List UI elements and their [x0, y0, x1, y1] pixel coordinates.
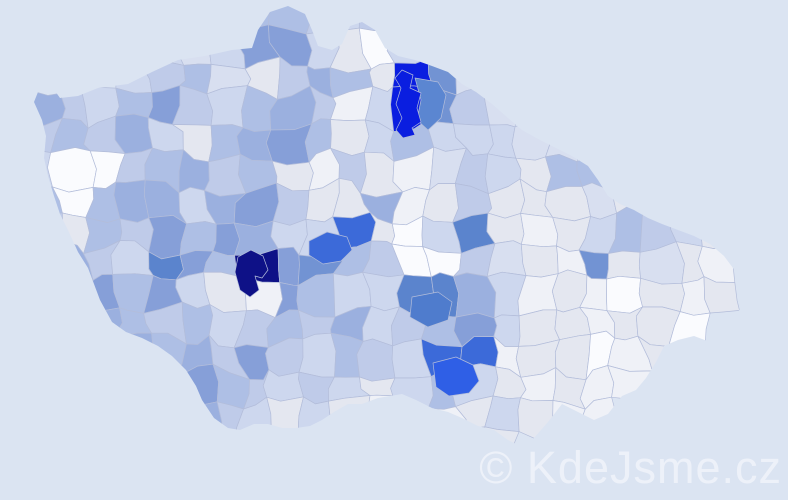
- region-medium-blue-north[interactable]: [414, 77, 447, 131]
- map-region[interactable]: [606, 275, 643, 314]
- map-region[interactable]: [298, 332, 337, 378]
- map-region[interactable]: [113, 179, 150, 223]
- map-region[interactable]: [520, 243, 559, 278]
- map-region[interactable]: [265, 123, 313, 166]
- map-region[interactable]: [520, 213, 559, 248]
- map-region[interactable]: [47, 147, 97, 193]
- map-region[interactable]: [606, 250, 641, 280]
- map-region[interactable]: [486, 212, 525, 245]
- region-bright-blue-north[interactable]: [394, 69, 422, 139]
- map-region[interactable]: [544, 186, 591, 222]
- map-region[interactable]: [206, 85, 248, 129]
- map-region[interactable]: [356, 338, 396, 382]
- region-steel-mid-south[interactable]: [409, 291, 453, 328]
- region-royal-south[interactable]: [432, 356, 480, 397]
- region-royal-center[interactable]: [308, 231, 353, 265]
- map-region[interactable]: [179, 221, 217, 256]
- region-navy-center-west[interactable]: [234, 249, 269, 298]
- map-region[interactable]: [114, 113, 153, 154]
- map-region[interactable]: [277, 246, 300, 286]
